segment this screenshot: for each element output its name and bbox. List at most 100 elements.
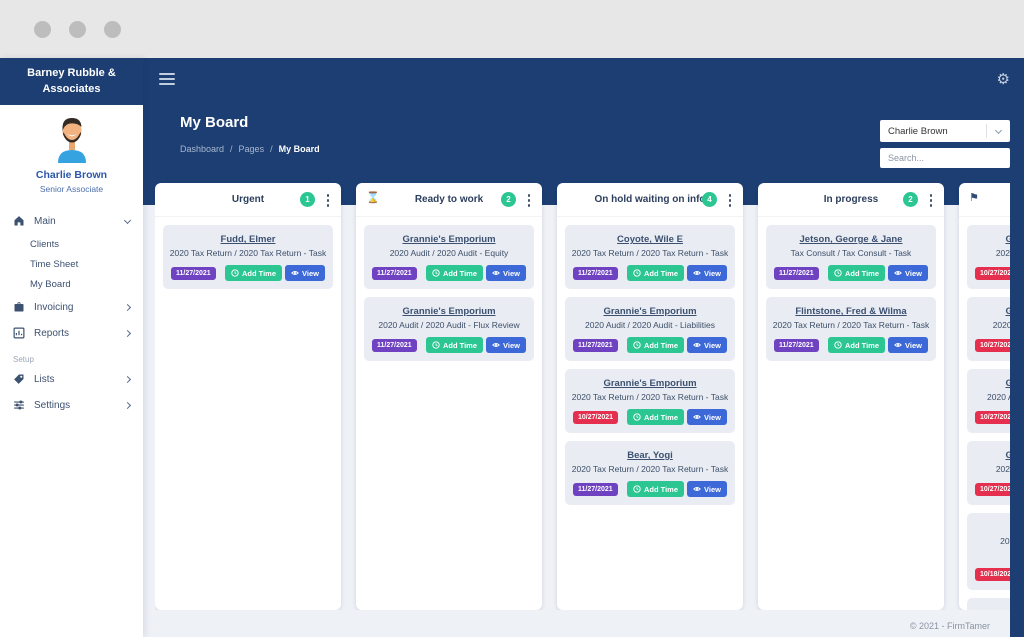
sidebar-item-my-board[interactable]: My Board: [30, 278, 71, 290]
view-button[interactable]: View: [888, 265, 928, 281]
sidebar-item-label: Invoicing: [34, 301, 74, 313]
client-link[interactable]: Grannie's Emporium: [1005, 306, 1010, 317]
sidebar-item-label: Lists: [34, 373, 55, 385]
sidebar-item-invoicing[interactable]: Invoicing: [0, 294, 143, 320]
column-menu-button[interactable]: [323, 192, 334, 209]
menu-toggle-button[interactable]: [157, 71, 177, 87]
view-label: View: [503, 340, 520, 350]
client-link[interactable]: Grannie's Emporium: [603, 378, 697, 389]
add-time-label: Add Time: [643, 484, 679, 494]
card-actions-row: 11/27/2021 Add Time View: [569, 265, 731, 281]
column-header: ⌛ Ready to work 2: [356, 183, 542, 217]
clock-icon: [633, 341, 641, 349]
add-time-button[interactable]: Add Time: [425, 337, 484, 353]
sidebar: Barney Rubble & Associates Charlie Brown…: [0, 58, 143, 637]
user-name: Charlie Brown: [35, 169, 108, 181]
view-icon: [693, 343, 701, 347]
add-time-label: Add Time: [442, 340, 478, 350]
task-text: 2020 Tax Return / 2020 Tax Return - Task: [571, 464, 729, 474]
sidebar-item-label: Reports: [34, 327, 70, 339]
client-link[interactable]: Grannie's Emporium: [402, 234, 496, 245]
client-link[interactable]: Grannie's Emporium: [1005, 450, 1010, 461]
client-link[interactable]: Coyote, Wile E: [617, 234, 683, 245]
view-label: View: [503, 268, 520, 278]
clock-icon: [834, 269, 842, 277]
due-date-badge: 10/27/2021: [975, 410, 1010, 424]
view-button[interactable]: View: [285, 265, 325, 281]
clock-icon: [633, 485, 641, 493]
add-time-button[interactable]: Add Time: [827, 265, 886, 281]
view-label: View: [704, 268, 721, 278]
view-icon: [492, 343, 500, 347]
sidebar-item-clients[interactable]: Clients: [30, 238, 60, 250]
sliders-icon: [13, 399, 25, 411]
add-time-label: Add Time: [844, 340, 880, 350]
column-cards: Grannie's Emporium 2020 Audit / 2020 Aud…: [356, 217, 542, 377]
client-link[interactable]: Flintstone, Fred & Wilma: [795, 306, 907, 317]
add-time-button[interactable]: Add Time: [626, 265, 685, 281]
sidebar-item-settings[interactable]: Settings: [0, 392, 143, 418]
client-link[interactable]: Fudd, Elmer: [220, 234, 276, 245]
add-time-button[interactable]: Add Time: [425, 265, 484, 281]
clock-icon: [432, 269, 440, 277]
sidebar-item-lists[interactable]: Lists: [0, 366, 143, 392]
task-card: Grannie's Emporium 2020 Audit / 2020 Aud…: [967, 441, 1010, 505]
clock-icon: [834, 341, 842, 349]
client-link[interactable]: [971, 522, 1010, 533]
due-date-badge: 11/27/2021: [372, 266, 417, 280]
kanban-column: ⚑ Grannie's Emporium 2020 Audit / 2020 A…: [959, 183, 1010, 610]
client-link[interactable]: Grannie's Emporium: [603, 306, 697, 317]
sidebar-item-main[interactable]: Main: [0, 208, 143, 234]
view-button[interactable]: View: [687, 337, 727, 353]
brand-title: Barney Rubble & Associates: [0, 58, 143, 105]
add-time-button[interactable]: Add Time: [626, 481, 685, 497]
breadcrumb: Dashboard / Pages / My Board: [180, 144, 320, 154]
task-card: Flintstone, Fred & Wilma 2020 Tax Return…: [766, 297, 936, 361]
search-input[interactable]: [880, 148, 1010, 168]
client-link[interactable]: Grannie's Emporium: [402, 306, 496, 317]
card-actions-row: 10/27/2021 Add Time View: [971, 337, 1010, 353]
column-count-badge: 1: [300, 192, 315, 207]
chevron-down-icon: [986, 124, 1010, 138]
task-card: Grannie's Emporium 2020 Audit / 2020 Aud…: [565, 297, 735, 361]
view-button[interactable]: View: [888, 337, 928, 353]
view-button[interactable]: View: [687, 409, 727, 425]
client-link[interactable]: Grannie's Emporium: [1005, 378, 1010, 389]
settings-gear-button[interactable]: ⚙: [996, 69, 1010, 88]
add-time-button[interactable]: Add Time: [626, 337, 685, 353]
sidebar-item-time-sheet[interactable]: Time Sheet: [30, 258, 79, 270]
column-menu-button[interactable]: [926, 192, 937, 209]
kanban-board: Urgent 1 Fudd, Elmer 2020 Tax Return / 2…: [155, 183, 1010, 610]
card-actions-row: 11/27/2021 Add Time View: [368, 265, 530, 281]
card-actions-row: 11/27/2021 Add Time View: [368, 337, 530, 353]
add-time-button[interactable]: Add Time: [224, 265, 283, 281]
chevron-down-icon: [123, 216, 132, 224]
column-cards: Jetson, George & Jane Tax Consult / Tax …: [758, 217, 944, 377]
due-date-badge: 11/27/2021: [171, 266, 216, 280]
view-button[interactable]: View: [486, 337, 526, 353]
client-link[interactable]: Jetson, George & Jane: [799, 234, 903, 245]
view-button[interactable]: View: [486, 265, 526, 281]
breadcrumb-pages[interactable]: Pages: [238, 144, 265, 154]
card-actions-row: 11/27/2021 Add Time View: [770, 265, 932, 281]
view-button[interactable]: View: [687, 265, 727, 281]
add-time-button[interactable]: Add Time: [827, 337, 886, 353]
sidebar-item-reports[interactable]: Reports: [0, 320, 143, 346]
view-label: View: [704, 412, 721, 422]
task-text: 2020 Tax Return / 2020 Tax Return - Task: [571, 392, 729, 402]
user-select[interactable]: Charlie Brown: [880, 120, 1010, 142]
card-actions-row: 10/27/2021 Add Time View: [569, 409, 731, 425]
view-icon: [693, 487, 701, 491]
client-link[interactable]: Grannie's Emporium: [1005, 234, 1010, 245]
briefcase-icon: [13, 301, 25, 313]
footer-copyright: © 2021 - FirmTamer: [909, 621, 990, 631]
column-menu-button[interactable]: [524, 192, 535, 209]
client-link[interactable]: [971, 607, 1010, 610]
client-link[interactable]: Bear, Yogi: [627, 450, 673, 461]
add-time-button[interactable]: Add Time: [626, 409, 685, 425]
task-card: Bear, Yogi 2020 Tax Return / 2020 Tax Re…: [565, 441, 735, 505]
view-button[interactable]: View: [687, 481, 727, 497]
clock-icon: [633, 269, 641, 277]
breadcrumb-dashboard[interactable]: Dashboard: [180, 144, 225, 154]
column-menu-button[interactable]: [725, 192, 736, 209]
